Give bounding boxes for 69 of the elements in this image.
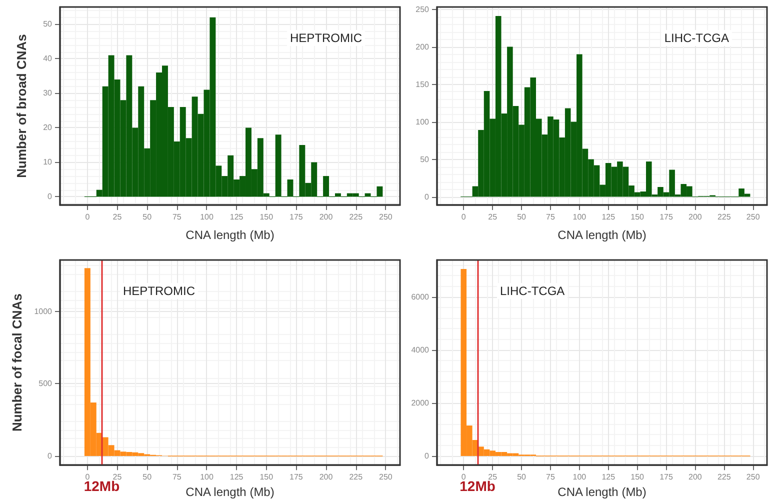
y-tick-label: 0 — [48, 192, 53, 202]
y-axis-title: Number of broad CNAs — [14, 34, 29, 178]
annotation: HEPTROMIC — [123, 284, 196, 298]
x-tick-label: 75 — [546, 472, 556, 482]
y-tick-label: 200 — [416, 42, 430, 52]
y-tick-label: 500 — [38, 379, 53, 388]
x-tick-label: 50 — [517, 212, 527, 222]
y-axis-title: Number of focal CNAs — [9, 294, 24, 432]
y-tick-label: 20 — [43, 123, 53, 132]
x-axis-title: CNA length (Mb) — [186, 485, 274, 499]
x-tick-label: 50 — [142, 212, 152, 222]
x-tick-label: 50 — [142, 472, 152, 482]
x-tick-label: 100 — [572, 212, 587, 222]
y-tick-label: 30 — [43, 88, 53, 98]
y-tick-label: 6000 — [411, 292, 430, 302]
y-tick-label: 2000 — [411, 398, 430, 408]
y-tick-label: 0 — [424, 192, 430, 202]
x-tick-label: 225 — [349, 212, 364, 222]
y-tick-label: 50 — [43, 20, 53, 29]
x-tick-label: 75 — [172, 212, 182, 222]
x-tick-label: 250 — [746, 472, 760, 482]
x-tick-label: 225 — [717, 212, 732, 222]
x-tick-label: 125 — [230, 472, 244, 482]
x-tick-label: 100 — [200, 472, 214, 482]
x-tick-label: 0 — [85, 212, 90, 222]
x-tick-label: 150 — [260, 212, 274, 222]
y-tick-label: 250 — [416, 4, 430, 14]
y-tick-label: 0 — [424, 451, 430, 460]
annotation: HEPTROMIC — [290, 31, 362, 45]
x-tick-label: 175 — [660, 212, 674, 222]
x-tick-label: 175 — [660, 472, 674, 482]
y-tick-label: 0 — [48, 451, 53, 460]
x-tick-label: 200 — [319, 472, 334, 482]
x-tick-label: 150 — [260, 472, 274, 482]
x-axis-title: CNA length (Mb) — [558, 485, 646, 499]
x-tick-label: 75 — [172, 472, 182, 482]
y-tick-label: 4000 — [411, 345, 430, 354]
annotation: LIHC-TCGA — [500, 284, 565, 298]
x-tick-label: 225 — [349, 472, 364, 482]
x-tick-label: 0 — [461, 212, 466, 222]
x-tick-label: 100 — [572, 472, 587, 482]
x-tick-label: 25 — [112, 212, 122, 222]
y-tick-label: 40 — [43, 54, 53, 64]
x-tick-label: 125 — [602, 212, 616, 222]
y-tick-label: 150 — [416, 80, 430, 89]
x-tick-label: 200 — [319, 212, 334, 222]
x-tick-label: 150 — [630, 472, 645, 482]
x-tick-label: 25 — [488, 212, 498, 222]
y-tick-label: 50 — [420, 154, 430, 164]
annotation: LIHC-TCGA — [664, 31, 729, 45]
x-axis-title: CNA length (Mb) — [558, 228, 646, 242]
x-tick-label: 125 — [230, 212, 244, 222]
x-tick-label: 250 — [379, 472, 393, 482]
x-tick-label: 250 — [379, 212, 393, 222]
x-axis-title: CNA length (Mb) — [186, 228, 274, 242]
x-tick-label: 250 — [746, 212, 760, 222]
x-tick-label: 100 — [200, 212, 214, 222]
y-tick-label: 10 — [43, 158, 53, 167]
y-tick-label: 1000 — [34, 306, 53, 316]
x-tick-label: 225 — [717, 472, 732, 482]
x-tick-label: 200 — [688, 212, 702, 222]
x-tick-label: 175 — [290, 472, 304, 482]
x-tick-label: 175 — [290, 212, 304, 222]
x-tick-label: 150 — [630, 212, 645, 222]
y-tick-label: 100 — [416, 117, 430, 126]
x-tick-label: 50 — [517, 472, 527, 482]
x-tick-label: 125 — [602, 472, 616, 482]
x-tick-label: 75 — [546, 212, 556, 222]
x-tick-label: 200 — [688, 472, 702, 482]
